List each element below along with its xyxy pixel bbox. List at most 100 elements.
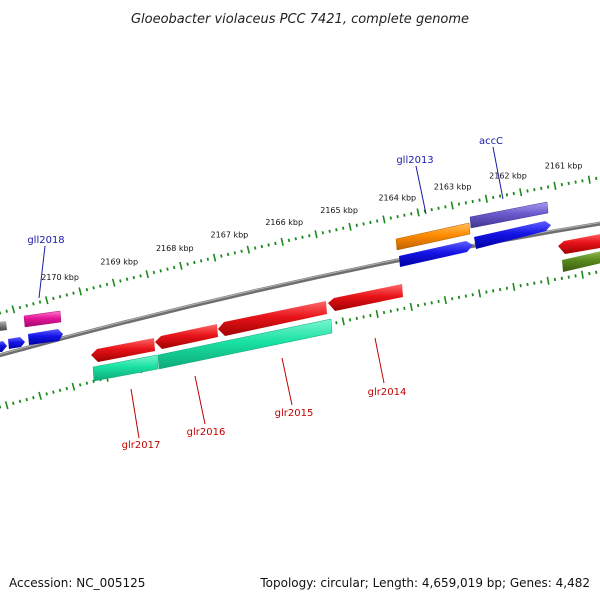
ruler-minor-tick — [437, 299, 440, 304]
leader-accC — [492, 146, 504, 200]
ruler-minor-tick — [85, 287, 89, 292]
gene-blue-right — [474, 221, 551, 249]
ruler-minor-tick — [65, 386, 69, 391]
leader-glr2015 — [281, 357, 293, 406]
ruler-minor-tick — [301, 235, 304, 239]
ruler-major-tick — [553, 181, 557, 190]
ruler-minor-tick — [52, 296, 55, 301]
ruler-major-tick — [519, 188, 523, 197]
ruler-minor-tick — [430, 208, 433, 212]
ruler-major-tick — [38, 391, 42, 400]
ruler-minor-tick — [25, 397, 28, 402]
ruler-minor-tick — [12, 401, 15, 405]
ruler-minor-tick — [396, 308, 399, 312]
ruler-minor-tick — [423, 302, 427, 306]
ruler-minor-tick — [18, 305, 22, 310]
ruler-minor-tick — [403, 306, 406, 310]
ruler-minor-tick — [85, 381, 89, 385]
ruler-minor-tick — [328, 229, 331, 233]
accession-text: Accession: NC_005125 — [9, 576, 146, 590]
ruler-major-tick — [71, 382, 76, 391]
ruler-minor-tick — [574, 274, 577, 278]
ruler-minor-tick — [105, 282, 109, 287]
ruler-minor-tick — [25, 303, 28, 308]
ruler-minor-tick — [588, 271, 591, 276]
ruler-major-tick — [280, 237, 284, 246]
ruler-minor-tick — [253, 246, 257, 250]
gene-label-glr2017: glr2017 — [122, 440, 161, 451]
ruler-minor-tick — [32, 302, 35, 306]
ruler-minor-tick — [505, 193, 509, 197]
gene-label-gll2018: gll2018 — [27, 235, 64, 246]
ruler-minor-tick — [199, 259, 203, 263]
ruler-minor-tick — [560, 276, 563, 280]
ruler-major-tick — [546, 276, 550, 285]
ruler-minor-tick — [193, 260, 196, 265]
ruler-minor-tick — [355, 316, 358, 320]
ruler-minor-tick — [526, 189, 529, 193]
gene-red-glr2017 — [91, 338, 155, 362]
ruler-minor-tick — [595, 270, 598, 274]
ruler-minor-tick — [540, 186, 543, 190]
ruler-minor-tick — [416, 303, 420, 308]
ruler-minor-tick — [5, 309, 8, 313]
ruler-minor-tick — [533, 281, 536, 285]
gene-orange — [395, 222, 471, 251]
ruler-minor-tick — [355, 223, 358, 227]
ruler-minor-tick — [308, 234, 311, 238]
ruler-minor-tick — [492, 195, 495, 200]
ruler-minor-tick — [451, 297, 454, 301]
gene-blue-left-1 — [0, 341, 7, 352]
ruler-major-tick — [512, 282, 516, 292]
ruler-minor-tick — [519, 284, 522, 288]
gene-label-glr2015: glr2015 — [275, 408, 314, 419]
ruler-major-tick — [4, 401, 9, 410]
ruler-minor-tick — [553, 277, 557, 282]
ruler-minor-tick — [396, 215, 399, 219]
ruler-major-tick — [246, 245, 251, 254]
ruler-minor-tick — [38, 300, 42, 304]
gene-label-glr2014: glr2014 — [368, 387, 407, 398]
ruler-label: 2162 kbp — [489, 172, 527, 181]
ruler-minor-tick — [574, 180, 577, 184]
ruler-minor-tick — [382, 310, 386, 315]
ruler-label: 2167 kbp — [211, 231, 249, 240]
gene-blue-left-2 — [8, 337, 25, 349]
ruler-major-tick — [484, 194, 488, 203]
ruler-minor-tick — [485, 290, 488, 294]
ruler-minor-tick — [430, 301, 433, 305]
ruler-major-tick — [341, 317, 345, 326]
ruler-minor-tick — [540, 280, 543, 284]
ruler-minor-tick — [362, 222, 365, 226]
ruler-minor-tick — [58, 294, 62, 299]
ruler-minor-tick — [125, 277, 129, 281]
ruler-labels: 2161 kbp 2162 kbp 2163 kbp 2164 kbp 2165 kbp… — [41, 161, 582, 282]
gene-gray-small — [0, 321, 7, 331]
ruler-minor-tick — [464, 201, 468, 205]
ruler-minor-tick — [348, 318, 352, 322]
ruler-major-tick — [478, 289, 482, 298]
reverse-genes — [91, 234, 600, 382]
leader-glr2016 — [194, 375, 206, 425]
ruler-minor-tick — [478, 198, 481, 202]
ruler-minor-tick — [410, 212, 413, 216]
ruler-major-tick — [44, 296, 49, 305]
ruler-minor-tick — [206, 257, 210, 261]
outer-ruler — [0, 175, 598, 315]
ruler-major-tick — [212, 253, 217, 262]
ruler-minor-tick — [233, 251, 237, 255]
ruler-minor-tick — [492, 289, 495, 293]
ruler-minor-tick — [389, 309, 392, 313]
leader-glr2014 — [374, 337, 385, 384]
ruler-minor-tick — [172, 265, 176, 270]
ruler-label: 2170 kbp — [41, 273, 79, 282]
ruler-minor-tick — [58, 388, 62, 393]
ruler-minor-tick — [403, 213, 406, 217]
ruler-minor-tick — [567, 181, 570, 185]
ruler-minor-tick — [321, 231, 325, 235]
ruler-minor-tick — [362, 315, 365, 319]
ruler-minor-tick — [92, 379, 95, 384]
ruler-major-tick — [314, 230, 318, 239]
ruler-minor-tick — [52, 390, 55, 394]
